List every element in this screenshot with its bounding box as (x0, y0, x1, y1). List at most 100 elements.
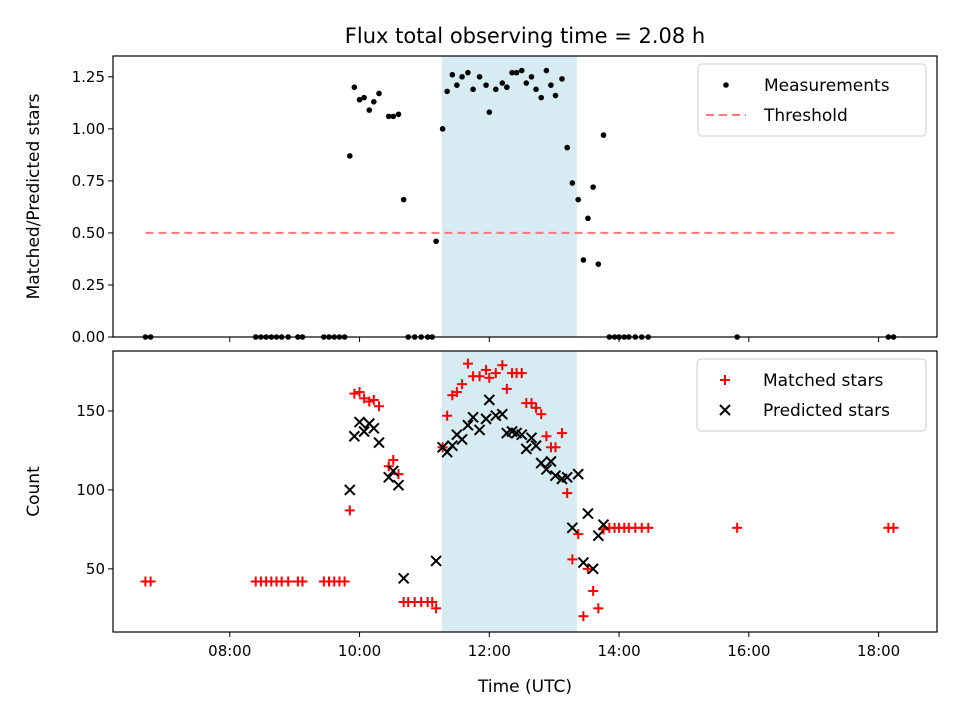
matched-point (526, 398, 537, 409)
measurement-point (351, 84, 358, 91)
measurement-point (585, 215, 591, 222)
measurement-point (509, 69, 515, 76)
matched-point (349, 388, 360, 399)
predicted-point (344, 484, 356, 496)
count-panel-xlabel: Time (UTC) (477, 677, 572, 697)
matched-point (732, 522, 743, 533)
matched-point (388, 454, 399, 465)
measurement-point (459, 74, 465, 80)
measurement-point (533, 86, 539, 93)
matched-point (536, 409, 547, 420)
ratio-panel-marks (142, 67, 899, 340)
measurement-point (569, 180, 576, 186)
measurement-point (433, 238, 439, 245)
matched-point (516, 368, 527, 379)
measurement-point (559, 76, 565, 82)
measurement-point (493, 86, 499, 93)
measurement-point (454, 82, 460, 88)
matched-point (442, 410, 453, 421)
measurement-point (376, 90, 382, 97)
measurement-point (513, 69, 520, 76)
predicted-point (561, 471, 573, 483)
predicted-point (545, 455, 557, 468)
measurement-point (476, 74, 483, 80)
measurement-point (590, 184, 596, 190)
measurement-point (347, 153, 353, 159)
measurement-point (595, 261, 602, 267)
measurement-point (523, 80, 530, 86)
count-panel: 50 100 150 08:00 10:00 12:00 14:00 16:00 18:00 C… (24, 350, 938, 697)
matched-point (359, 393, 370, 404)
matched-point (427, 597, 438, 608)
predicted-point (446, 440, 459, 452)
predicted-point (480, 413, 492, 425)
ratio-panel-ylabel: Matched/Predicted stars (24, 93, 44, 299)
legend-marker (720, 375, 730, 385)
matched-point (550, 442, 561, 453)
matched-point (578, 611, 589, 622)
predicted-point (387, 465, 399, 477)
matched-point (484, 372, 495, 383)
ytick-label: 0.25 (72, 276, 105, 294)
measurement-point (486, 109, 493, 115)
matched-point (588, 585, 599, 596)
predicted-point (348, 430, 361, 442)
count-panel-frame (112, 350, 938, 633)
predicted-point (473, 424, 486, 436)
predicted-point (520, 443, 533, 455)
matched-point (501, 383, 512, 394)
matched-point (364, 396, 375, 407)
matched-point (354, 387, 365, 398)
ratio-panel: 0.00 0.25 0.50 0.75 1.00 1.25 Matched/Predict… (24, 55, 938, 346)
legend-label: Predicted stars (763, 401, 890, 421)
matched-point (474, 371, 485, 382)
measurement-point (470, 86, 476, 93)
predicted-point (368, 422, 380, 435)
predicted-point (582, 507, 594, 520)
count-panel-ylabel: Count (24, 466, 44, 517)
ytick-label: 0.00 (72, 328, 105, 346)
legend-box (696, 358, 927, 432)
matched-point (462, 358, 473, 369)
measurement-point (465, 69, 471, 76)
predicted-point (525, 432, 538, 444)
matched-point (541, 431, 552, 442)
measurement-point (390, 113, 397, 120)
matched-point (497, 360, 508, 371)
xtick-label: 10:00 (338, 642, 381, 660)
xtick-label: 08:00 (208, 642, 251, 660)
ratio-panel-ticks: 0.00 0.25 0.50 0.75 1.00 1.25 (72, 68, 880, 346)
legend-label: Matched stars (763, 371, 883, 391)
measurement-point (528, 74, 535, 80)
highlight-span-top (441, 56, 577, 337)
matched-point (283, 576, 294, 587)
legend-item: Threshold (706, 106, 848, 126)
xtick-label: 18:00 (857, 642, 900, 660)
matched-point (531, 402, 542, 413)
predicted-point (587, 563, 599, 575)
predicted-point (373, 436, 385, 449)
matched-point (593, 603, 604, 614)
ratio-panel-frame (112, 55, 938, 338)
predicted-point (530, 440, 542, 452)
predicted-point (496, 408, 508, 420)
matched-point (562, 488, 573, 499)
measurement-point (499, 80, 506, 86)
matched-point (339, 576, 350, 587)
predicted-point (430, 555, 442, 567)
predicted-point (483, 394, 496, 406)
predicted-point (397, 572, 410, 585)
matched-point (297, 576, 308, 587)
measurement-point (444, 88, 450, 95)
measurement-point (483, 82, 489, 88)
measurement-point (575, 196, 582, 203)
ytick-label: 1.25 (72, 68, 105, 86)
count-panel-ticks: 50 100 150 08:00 10:00 12:00 14:00 16:00 18:00 (76, 402, 900, 660)
xtick-label: 16:00 (727, 642, 770, 660)
ytick-label: 1.00 (72, 120, 105, 138)
measurement-point (449, 71, 456, 78)
predicted-point (572, 468, 584, 480)
ytick-label: 150 (76, 402, 105, 420)
highlight-span-bottom (441, 351, 577, 632)
